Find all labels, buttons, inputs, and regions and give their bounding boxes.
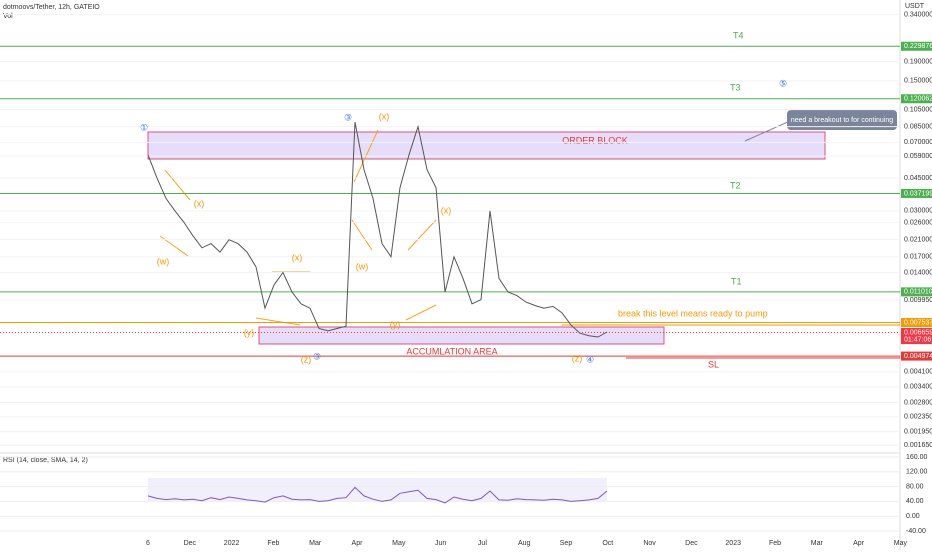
callout-box xyxy=(787,110,897,130)
rsi-label: -40.00 xyxy=(906,528,926,535)
price-badge-label: 0.120062 xyxy=(904,96,932,103)
price-label: 0.340000 xyxy=(904,11,932,18)
countdown: 01:47:06 xyxy=(904,336,931,343)
rsi-band xyxy=(148,478,607,501)
time-label: Apr xyxy=(853,540,865,547)
price-label: 0.085000 xyxy=(904,124,932,131)
rsi-label: 120.00 xyxy=(906,469,928,476)
time-label: Oct xyxy=(602,540,613,547)
target: T3 xyxy=(730,82,741,92)
time-label: 2023 xyxy=(725,540,741,547)
accumulation-label: ACCUMLATION AREA xyxy=(406,346,497,356)
time-label: Dec xyxy=(685,540,698,547)
time-label: Jun xyxy=(435,540,446,547)
wave-label: (y) xyxy=(390,319,401,329)
price-badge xyxy=(901,188,932,198)
price-label: 0.150000 xyxy=(904,78,932,85)
price-badge-label: 0.004974 xyxy=(904,353,932,360)
price-badge xyxy=(901,41,932,51)
price-label: 0.003400 xyxy=(904,384,932,391)
price-label: 0.030000 xyxy=(904,208,932,215)
target: T1 xyxy=(731,276,742,286)
wave-label: (x) xyxy=(441,205,452,215)
price-badge-label: 0.229876 xyxy=(904,43,932,50)
wave-label: (x) xyxy=(194,198,205,208)
currency: USDT xyxy=(905,3,925,10)
volume-label: Vol xyxy=(3,13,13,20)
rsi-label: 80.00 xyxy=(906,483,924,490)
time-label: May xyxy=(894,540,908,547)
time-label: May xyxy=(392,540,406,547)
price-label: 0.004100 xyxy=(904,369,932,376)
price-badge xyxy=(901,94,932,104)
price-badge-label: 0.037199 xyxy=(904,190,932,197)
price-badge xyxy=(901,318,932,328)
wave-label: (w) xyxy=(157,256,170,266)
price-badge xyxy=(901,351,932,361)
order-block-label: ORDER BLOCK xyxy=(562,135,628,145)
time-label: 6 xyxy=(146,540,150,547)
time-label: Mar xyxy=(309,540,322,547)
price-label: 0.045000 xyxy=(904,175,932,182)
wave-label: (z) xyxy=(572,353,583,363)
rsi-label: RSI (14, close, SMA, 14, 2) xyxy=(3,457,88,464)
last-price-badge xyxy=(901,328,932,345)
price-label: 0.002350 xyxy=(904,414,932,421)
price-label: 0.105000 xyxy=(904,106,932,113)
time-label: Sep xyxy=(560,540,573,547)
price-label: 0.190000 xyxy=(904,59,932,66)
wave-label: ⑤ xyxy=(779,78,787,88)
price-label: 0.059000 xyxy=(904,153,932,160)
price-label: 0.001950 xyxy=(904,429,932,436)
time-label: 2022 xyxy=(224,540,240,547)
wave-label: ④ xyxy=(586,354,594,364)
price-label: 0.002800 xyxy=(904,399,932,406)
price-label: 0.021000 xyxy=(904,237,932,244)
price-label: 0.014000 xyxy=(904,269,932,276)
price-line xyxy=(147,122,608,338)
time-label: Mar xyxy=(811,540,824,547)
time-label: Aug xyxy=(518,540,531,547)
time-label: Dec xyxy=(184,540,197,547)
time-label: Feb xyxy=(267,540,279,547)
wave-label: (w) xyxy=(356,261,369,271)
accumulation-zone xyxy=(258,326,665,345)
price-badge-label: 0.007537 xyxy=(904,319,932,326)
callout-pointer xyxy=(744,120,791,142)
wave-label: (y) xyxy=(244,327,255,337)
price-label: 0.026000 xyxy=(904,219,932,226)
price-label: 0.017000 xyxy=(904,254,932,261)
rsi-label: 40.00 xyxy=(906,498,924,505)
time-label: Feb xyxy=(769,540,781,547)
order-block xyxy=(147,131,826,160)
price-label: 0.001650 xyxy=(904,442,932,449)
wave-label: (x) xyxy=(379,111,390,121)
symbol: dotmoovs/Tether, 12h, GATEIO xyxy=(3,4,100,11)
rsi-label: 0.00 xyxy=(906,513,920,520)
price-badge xyxy=(901,287,932,297)
time-label: Jul xyxy=(478,540,487,547)
wave-label: ③ xyxy=(313,351,321,361)
wave-label: (x) xyxy=(292,252,303,262)
rsi-line xyxy=(147,486,608,504)
last-price-label: 0.006659 xyxy=(904,329,932,336)
time-label: Nov xyxy=(643,540,656,547)
price-label: 0.009950 xyxy=(904,297,932,304)
wave-label: ③ xyxy=(344,112,352,122)
price-label: 0.070000 xyxy=(904,139,932,146)
target: T2 xyxy=(730,180,741,190)
breakout-note: break this level means ready to pump xyxy=(618,308,768,318)
rsi-label: 160.00 xyxy=(906,454,928,461)
stop-loss: SL xyxy=(708,359,719,369)
time-label: Apr xyxy=(352,540,364,547)
callout-text: need a breakout to for continuing xyxy=(791,117,893,124)
price-badge-label: 0.011010 xyxy=(904,289,932,296)
wave-label: ① xyxy=(140,122,148,132)
wave-label: (z) xyxy=(301,354,312,364)
target: T4 xyxy=(733,30,744,40)
